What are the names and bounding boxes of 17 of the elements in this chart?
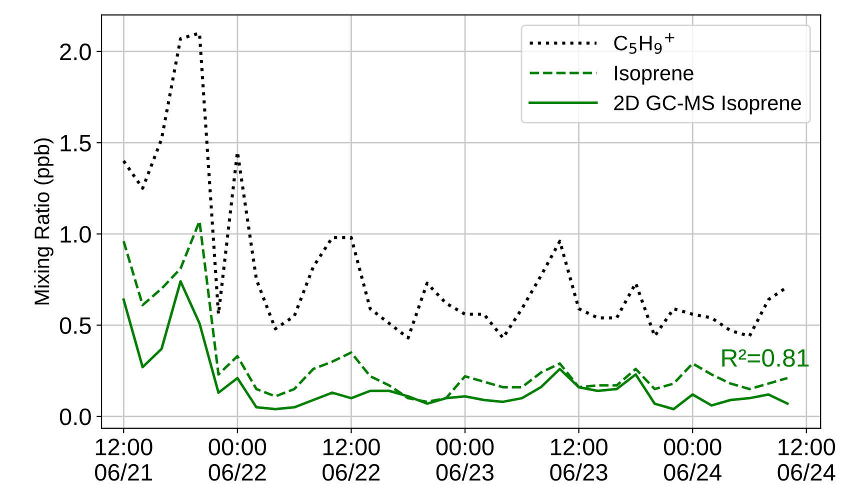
legend-label: C$_{5}$H$_{9}$$^{+}$	[614, 33, 674, 54]
y-tick-label: 1.5	[60, 134, 91, 152]
x-tick-label: 00:00 06/24	[664, 438, 722, 481]
legend-label: Isoprene	[615, 66, 694, 85]
x-tick-label: 00:00 06/22	[208, 438, 266, 481]
x-tick-label: 12:00 06/24	[778, 438, 836, 481]
y-tick-label: 2.0	[60, 44, 91, 60]
y-tick-label: 0.5	[60, 317, 91, 334]
legend-label: 2D GC-MS Isoprene	[614, 96, 801, 114]
annotation: R²=0.81	[722, 349, 809, 367]
x-tick-label: 00:00 06/23	[436, 438, 494, 481]
y-tick-label: 1.0	[60, 226, 91, 243]
x-tick-label: 12:00 06/23	[550, 438, 608, 481]
y-tick-label: 0.0	[60, 408, 91, 426]
x-tick-label: 12:00 06/21	[95, 438, 152, 481]
y-axis-title: Mixing Ratio (ppb)	[34, 138, 54, 304]
x-tick-label: 12:00 06/22	[322, 438, 380, 481]
